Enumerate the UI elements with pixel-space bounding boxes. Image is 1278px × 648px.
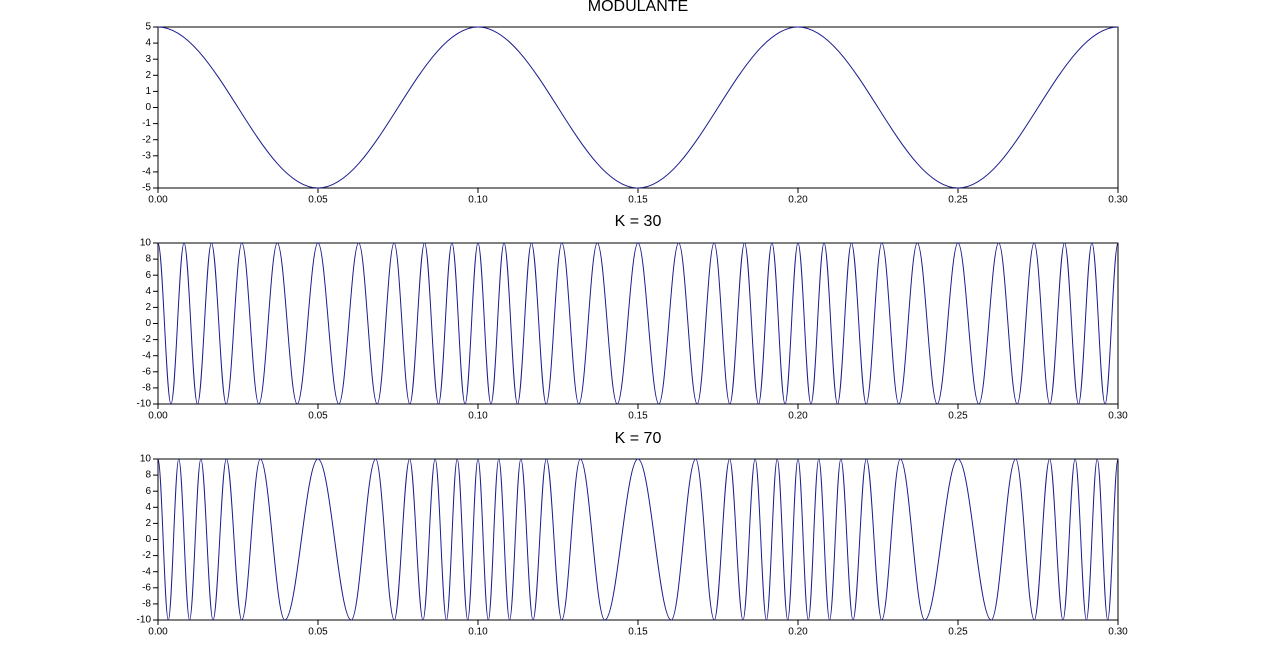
y-tick-label: -10 [137,615,152,626]
y-tick-label: 2 [145,518,151,529]
y-tick-label: -2 [142,334,151,345]
y-tick-label: -8 [142,599,151,610]
x-tick-label: 0.05 [308,411,328,422]
y-tick-label: -6 [142,582,151,593]
y-tick-label: -3 [142,150,151,161]
x-tick-label: 0.10 [468,627,488,638]
x-tick-label: 0.30 [1108,627,1128,638]
x-tick-label: 0.20 [788,411,808,422]
x-tick-label: 0.20 [788,627,808,638]
x-tick-label: 0.15 [628,411,648,422]
y-tick-label: 4 [145,38,151,49]
y-tick-label: 8 [145,254,151,265]
y-tick-label: -4 [142,167,151,178]
y-tick-label: 2 [145,302,151,313]
chart-title: K = 70 [615,430,662,447]
y-tick-label: 8 [145,470,151,481]
x-tick-label: 0.25 [948,195,968,206]
y-tick-label: 4 [145,286,151,297]
signal-line [157,26,1119,189]
y-tick-label: 4 [145,502,151,513]
y-tick-label: 6 [145,270,151,281]
y-tick-label: -2 [142,550,151,561]
x-tick-label: 0.30 [1108,195,1128,206]
y-tick-label: -6 [142,366,151,377]
x-tick-label: 0.15 [628,627,648,638]
y-tick-label: 10 [140,238,152,249]
y-tick-label: 2 [145,70,151,81]
chart-title: MODULANTE [588,0,688,15]
y-tick-label: -1 [142,118,151,129]
x-tick-label: 0.00 [148,195,168,206]
chart-title: K = 30 [615,213,662,230]
y-tick-label: -8 [142,383,151,394]
y-tick-label: 6 [145,486,151,497]
y-tick-label: -10 [137,399,152,410]
x-tick-label: 0.20 [788,195,808,206]
y-tick-label: -2 [142,134,151,145]
x-tick-label: 0.15 [628,195,648,206]
y-tick-label: 5 [145,22,151,33]
y-tick-label: 0 [145,102,151,113]
signal-line [157,242,1119,405]
x-tick-label: 0.25 [948,411,968,422]
y-tick-label: 0 [145,318,151,329]
x-tick-label: 0.00 [148,627,168,638]
y-tick-label: 10 [140,454,152,465]
y-tick-label: -4 [142,566,151,577]
y-tick-label: 1 [145,86,151,97]
x-tick-label: 0.25 [948,627,968,638]
x-tick-label: 0.10 [468,411,488,422]
x-tick-label: 0.30 [1108,411,1128,422]
y-tick-label: -4 [142,350,151,361]
x-tick-label: 0.10 [468,195,488,206]
y-tick-label: -5 [142,183,151,194]
x-tick-label: 0.05 [308,195,328,206]
x-tick-label: 0.00 [148,411,168,422]
y-tick-label: 0 [145,534,151,545]
signal-line [157,458,1119,621]
x-tick-label: 0.05 [308,627,328,638]
y-tick-label: 3 [145,54,151,65]
